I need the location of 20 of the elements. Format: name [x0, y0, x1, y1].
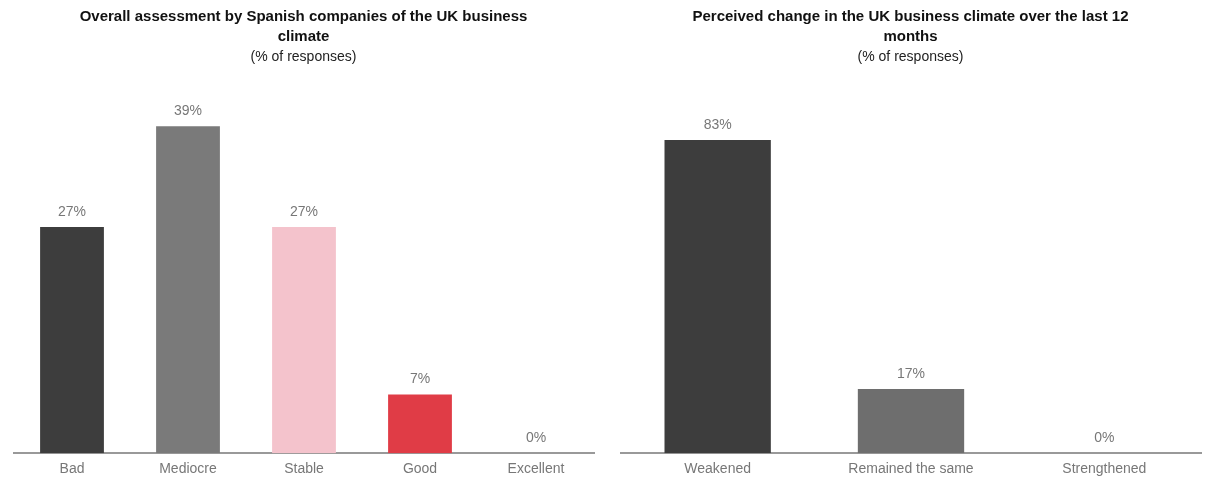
x-tick-label: Good [402, 460, 437, 477]
chart-title: Overall assessment by Spanish companies of the UK business climate [78, 6, 529, 46]
chart-title: Perceived change in the UK business climate over the last 12 months [691, 6, 1130, 46]
data-label: 0% [525, 429, 546, 446]
data-label: 7% [409, 370, 430, 387]
data-label: 0% [1093, 429, 1114, 446]
chart-subtitle: (% of responses) [250, 47, 357, 66]
x-tick-label: Bad [59, 460, 84, 477]
x-tick-label: Excellent [507, 460, 565, 477]
data-label: 39% [173, 102, 202, 119]
x-tick-label: Strengthened [1061, 460, 1146, 477]
x-tick-label: Remained the same [847, 460, 974, 477]
data-label: 17% [896, 364, 925, 381]
x-tick-label: Mediocre [158, 460, 217, 477]
x-tick-label: Weakened [683, 460, 751, 477]
data-label: 27% [57, 202, 86, 219]
x-tick-label: Stable [283, 460, 324, 477]
chart-subtitle: (% of responses) [857, 47, 964, 66]
data-label: 27% [289, 202, 318, 219]
data-label: 83% [703, 115, 732, 132]
